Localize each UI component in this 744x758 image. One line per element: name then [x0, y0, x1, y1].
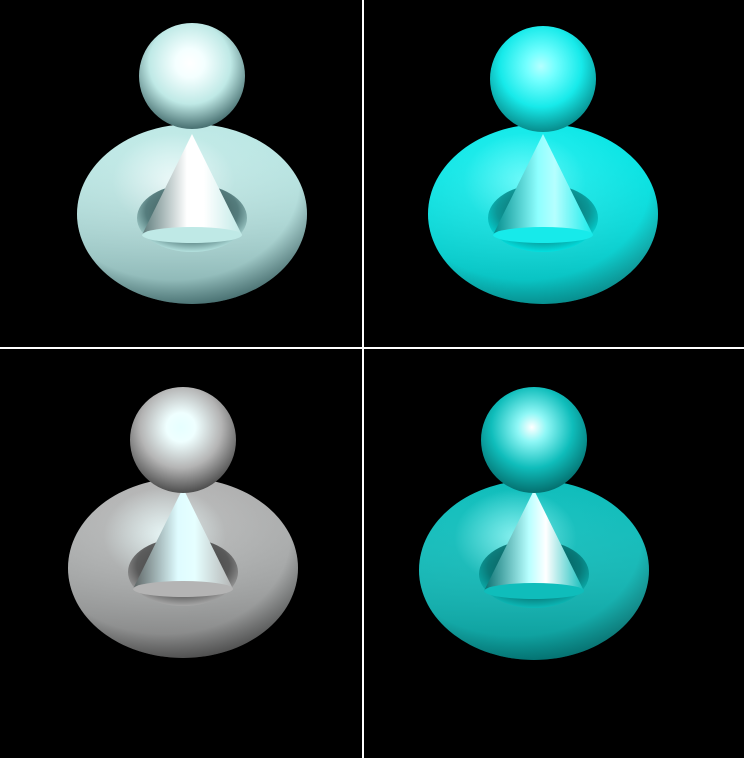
sphere	[490, 26, 596, 132]
cone	[493, 134, 593, 243]
viewport-bottom-right[interactable]	[364, 349, 744, 758]
cone	[133, 488, 233, 597]
viewport-bottom-left[interactable]	[0, 349, 362, 758]
sphere	[139, 23, 245, 129]
cone	[142, 134, 242, 243]
viewport-top-right[interactable]	[364, 0, 744, 347]
sphere	[130, 387, 236, 493]
horizontal-divider[interactable]	[0, 347, 744, 349]
cone	[484, 490, 584, 599]
vertical-divider[interactable]	[362, 0, 364, 758]
viewport-top-left[interactable]	[0, 0, 362, 347]
sphere	[481, 387, 587, 493]
